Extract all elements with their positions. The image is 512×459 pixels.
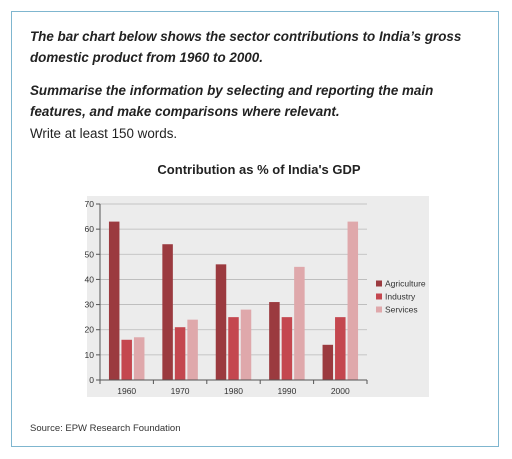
bar-services-1960 xyxy=(133,337,145,380)
task-description: The bar chart below shows the sector con… xyxy=(30,29,462,65)
legend-label-services: Services xyxy=(385,305,418,315)
legend: Agriculture Industry Services xyxy=(376,279,426,315)
y-tick-label: 20 xyxy=(85,325,95,335)
bar-industry-1980 xyxy=(228,317,239,380)
bar-industry-1990 xyxy=(281,317,293,380)
bar-agriculture-1980 xyxy=(215,264,227,380)
legend-swatch-services xyxy=(376,306,382,313)
bar-services-1980 xyxy=(240,309,252,380)
legend-swatch-industry xyxy=(376,293,382,300)
x-tick-label: 1970 xyxy=(171,386,190,396)
gridlines xyxy=(100,203,367,356)
x-axis-ticks: 1960 1970 1980 1990 2000 xyxy=(99,380,368,396)
legend-swatch-agriculture xyxy=(376,280,382,287)
task-instruction: Summarise the information by selecting a… xyxy=(30,83,434,119)
y-tick-label: 70 xyxy=(85,199,95,209)
chart-title: Contribution as % of India's GDP xyxy=(157,162,361,177)
x-tick-label: 2000 xyxy=(331,386,350,396)
source-note: Source: EPW Research Foundation xyxy=(30,423,181,434)
axes xyxy=(99,204,367,381)
x-tick-label: 1990 xyxy=(277,386,296,396)
y-tick-label: 50 xyxy=(85,249,95,259)
legend-label-industry: Industry xyxy=(385,292,416,302)
bar-agriculture-1960 xyxy=(108,221,120,380)
bar-agriculture-1990 xyxy=(269,302,280,380)
bar-services-1970 xyxy=(187,319,198,380)
y-tick-label: 0 xyxy=(89,375,94,385)
word-count-instruction: Write at least 150 words. xyxy=(30,126,178,141)
x-tick-label: 1960 xyxy=(117,386,136,396)
y-tick-label: 60 xyxy=(85,224,95,234)
y-tick-label: 10 xyxy=(85,350,95,360)
y-tick-label: 40 xyxy=(85,274,95,284)
bar-services-2000 xyxy=(347,221,359,380)
bar-industry-2000 xyxy=(335,317,346,380)
bar-industry-1970 xyxy=(174,327,186,380)
y-axis-ticks: 0 10 20 30 40 50 60 70 xyxy=(85,199,100,385)
y-tick-label: 30 xyxy=(85,300,95,310)
bars xyxy=(108,221,359,380)
x-tick-label: 1980 xyxy=(224,386,243,396)
legend-label-agriculture: Agriculture xyxy=(385,279,426,289)
bar-industry-1960 xyxy=(121,339,132,380)
bar-agriculture-1970 xyxy=(162,244,173,380)
bar-services-1990 xyxy=(294,266,305,380)
bar-agriculture-2000 xyxy=(322,344,334,380)
